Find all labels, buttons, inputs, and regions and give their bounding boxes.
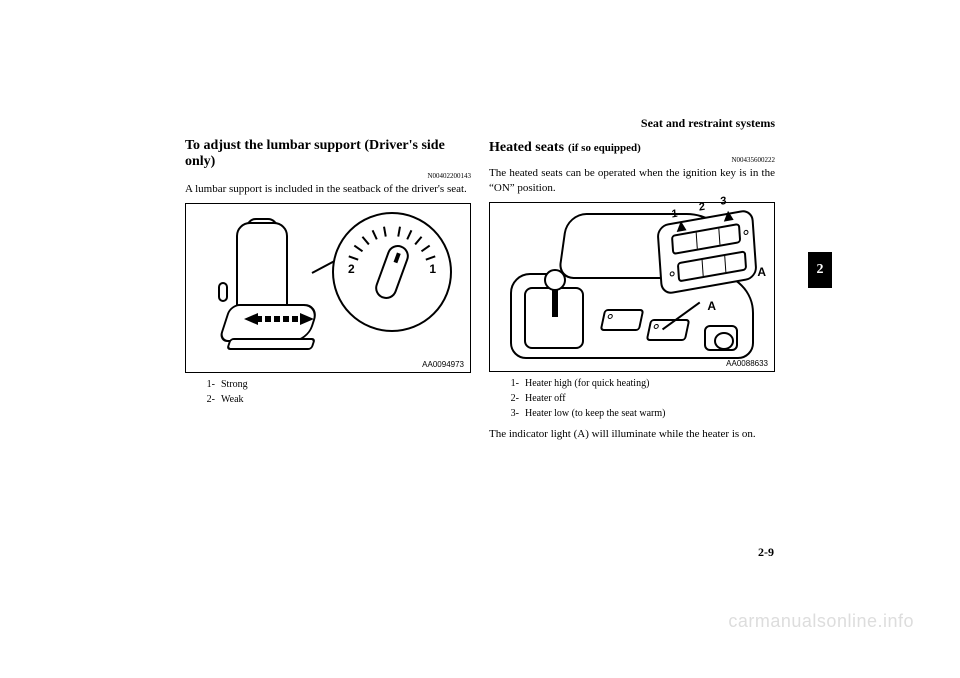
legend-row: 2- Weak [201,392,471,407]
legend-text: Weak [221,392,244,407]
dial-zoom-circle: 2 1 [332,212,452,332]
heated-figure: 1 2 3 A A AA0088633 [489,202,775,372]
right-column: Heated seats (if so equipped) N004356002… [489,138,775,448]
watermark: carmanualsonline.info [728,611,914,632]
lumbar-docnum: N00402200143 [185,172,471,180]
lumbar-heading: To adjust the lumbar support (Driver's s… [185,138,471,170]
zoom-label-1: 1 [671,207,678,220]
content-columns: To adjust the lumbar support (Driver's s… [185,138,775,448]
legend-row: 1- Strong [201,377,471,392]
heated-docnum: N00435600222 [489,156,775,164]
power-socket-icon [704,325,738,351]
shifter-knob-icon [544,269,566,291]
heater-switch-right-icon [646,319,691,341]
lumbar-legend: 1- Strong 2- Weak [185,377,471,407]
switch-led-icon [653,324,659,329]
heated-figure-id: AA0088633 [726,359,768,368]
legend-num: 2- [201,392,215,407]
legend-row: 3- Heater low (to keep the seat warm) [505,406,775,421]
heated-legend: 1- Heater high (for quick heating) 2- He… [489,376,775,421]
seat-illustration [216,222,326,362]
legend-row: 1- Heater high (for quick heating) [505,376,775,391]
legend-text: Strong [221,377,248,392]
seat-lever-icon [218,282,228,302]
legend-text: Heater off [525,391,566,406]
heated-heading: Heated seats (if so equipped) [489,138,775,156]
heated-after-text: The indicator light (A) will illuminate … [489,427,775,442]
arrow-up-icon [676,220,687,232]
switch-led-icon [670,271,675,277]
manual-page: Seat and restraint systems 2 To adjust t… [0,0,960,678]
seat-back-icon [236,222,288,312]
seat-arrows-icon [244,310,314,328]
callout-A-lower: A [707,299,716,313]
heated-body: The heated seats can be operated when th… [489,166,775,196]
arrow-up-icon [723,210,734,222]
arrow-fwd-icon [300,313,314,325]
heater-switch-left-icon [600,309,645,331]
left-column: To adjust the lumbar support (Driver's s… [185,138,471,448]
zoom-label-2: 2 [698,200,705,213]
switch-led-icon [743,229,748,235]
callout-A-upper: A [757,265,766,279]
heated-title-main: Heated seats [489,140,564,155]
legend-num: 3- [505,406,519,421]
legend-num: 1- [505,376,519,391]
chapter-tab: 2 [808,252,832,288]
zoom-switch-bottom-icon [677,250,747,282]
arrow-bar-icon [256,316,302,322]
running-header: Seat and restraint systems [641,116,775,131]
lumbar-body: A lumbar support is included in the seat… [185,182,471,197]
zoom-label-3: 3 [720,195,727,208]
seat-base-icon [226,338,316,350]
heated-title-sub: (if so equipped) [568,142,641,154]
lumbar-figure-id: AA0094973 [422,360,464,369]
page-number: 2-9 [758,545,774,560]
legend-text: Heater high (for quick heating) [525,376,649,391]
shifter-stick-icon [552,287,558,317]
legend-text: Heater low (to keep the seat warm) [525,406,666,421]
dial-label-2: 2 [348,262,355,276]
legend-num: 2- [505,391,519,406]
lumbar-figure: 2 1 AA0094973 [185,203,471,373]
dial-label-1: 1 [429,262,436,276]
switch-led-icon [607,314,613,319]
legend-num: 1- [201,377,215,392]
legend-row: 2- Heater off [505,391,775,406]
